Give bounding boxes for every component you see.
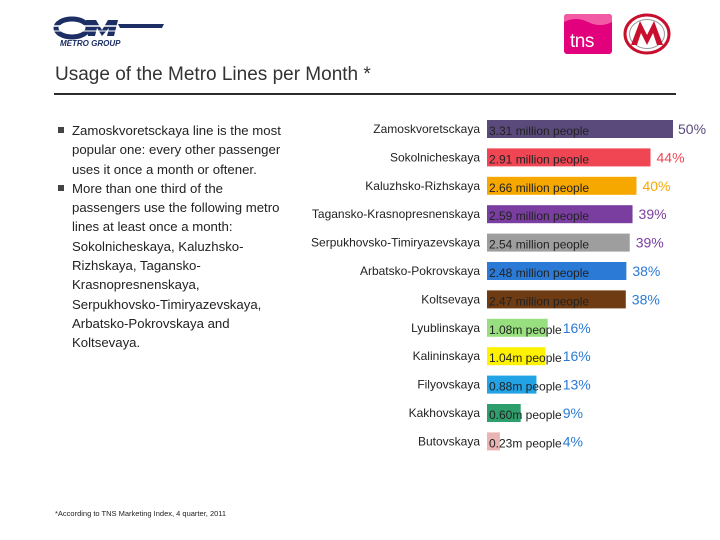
- bar: [487, 120, 673, 138]
- value-label: 2.66 million people: [489, 181, 589, 195]
- note-2-lines: Sokolnicheskaya, Kaluzhsko-Rizhskaya, Ta…: [72, 238, 262, 351]
- category-label: Zamoskvoretsckaya: [373, 122, 480, 136]
- category-label: Tagansko-Krasnopresnenskaya: [312, 207, 480, 221]
- value-label: 0.88m people: [489, 380, 562, 394]
- percent-label: 38%: [632, 291, 660, 307]
- bar: [487, 432, 500, 451]
- category-label: Lyublinskaya: [411, 321, 480, 335]
- title-divider: [54, 93, 676, 95]
- bar: [487, 375, 537, 394]
- category-label: Kalininskaya: [413, 349, 481, 363]
- value-label: 2.91 million people: [489, 152, 589, 166]
- percent-label: 44%: [657, 149, 685, 165]
- bar: [487, 205, 633, 224]
- category-label: Kaluzhsko-Rizhskaya: [365, 179, 480, 193]
- category-label: Kakhovskaya: [409, 406, 481, 420]
- page-title: Usage of the Metro Lines per Month *: [55, 64, 371, 85]
- percent-label: 16%: [563, 348, 591, 364]
- percent-label: 40%: [642, 178, 670, 194]
- percent-label: 13%: [563, 377, 591, 393]
- tns-logo: tns: [564, 14, 612, 54]
- notes-list: Zamoskvoretsckaya line is the most popul…: [58, 121, 283, 353]
- bar: [487, 404, 521, 422]
- percent-label: 4%: [563, 433, 583, 449]
- category-label: Serpukhovsko-Timiryazevskaya: [311, 236, 480, 250]
- percent-label: 38%: [632, 263, 660, 279]
- category-label: Sokolnicheskaya: [390, 150, 480, 164]
- value-label: 2.48 million people: [489, 266, 589, 280]
- moscow-metro-logo: [622, 12, 672, 56]
- percent-label: 39%: [639, 206, 667, 222]
- bar: [487, 176, 637, 195]
- bar: [487, 233, 630, 252]
- note-bullet-2: More than one third of the passengers us…: [58, 179, 283, 353]
- value-label: 0.60m people: [489, 408, 562, 422]
- value-label: 3.31 million people: [489, 124, 589, 138]
- value-label: 2.54 million people: [489, 238, 589, 252]
- bar: [487, 148, 651, 167]
- bar: [487, 318, 548, 337]
- percent-label: 50%: [678, 121, 706, 137]
- bar: [487, 347, 546, 366]
- category-label: Filyovskaya: [417, 378, 480, 392]
- note-bullet-1: Zamoskvoretsckaya line is the most popul…: [58, 121, 283, 179]
- value-label: 2.47 million people: [489, 294, 589, 308]
- percent-label: 9%: [563, 405, 583, 421]
- value-label: 1.04m people: [489, 351, 562, 365]
- om-group-logo: METRO GROUP: [50, 14, 166, 48]
- value-label: 2.59 million people: [489, 209, 589, 223]
- percent-label: 16%: [563, 320, 591, 336]
- footnote: *According to TNS Marketing Index, 4 qua…: [55, 509, 227, 518]
- category-label: Koltsevaya: [421, 292, 480, 306]
- category-label: Butovskaya: [418, 434, 480, 448]
- note-2-lead: More than one third of the passengers us…: [72, 180, 280, 235]
- percent-label: 39%: [636, 235, 664, 251]
- category-label: Arbatsko-Pokrovskaya: [360, 264, 480, 278]
- note-1-lead: Zamoskvoretsckaya line is the most popul…: [72, 123, 281, 158]
- note-1-emphasis: every other passenger uses it once a mon…: [72, 142, 281, 177]
- value-label: 0.23m people: [489, 436, 562, 450]
- value-label: 1.08m people: [489, 323, 562, 337]
- bar: [487, 290, 626, 309]
- tns-logo-text: tns: [570, 31, 594, 52]
- bar: [487, 262, 627, 280]
- svg-text:METRO GROUP: METRO GROUP: [60, 39, 121, 48]
